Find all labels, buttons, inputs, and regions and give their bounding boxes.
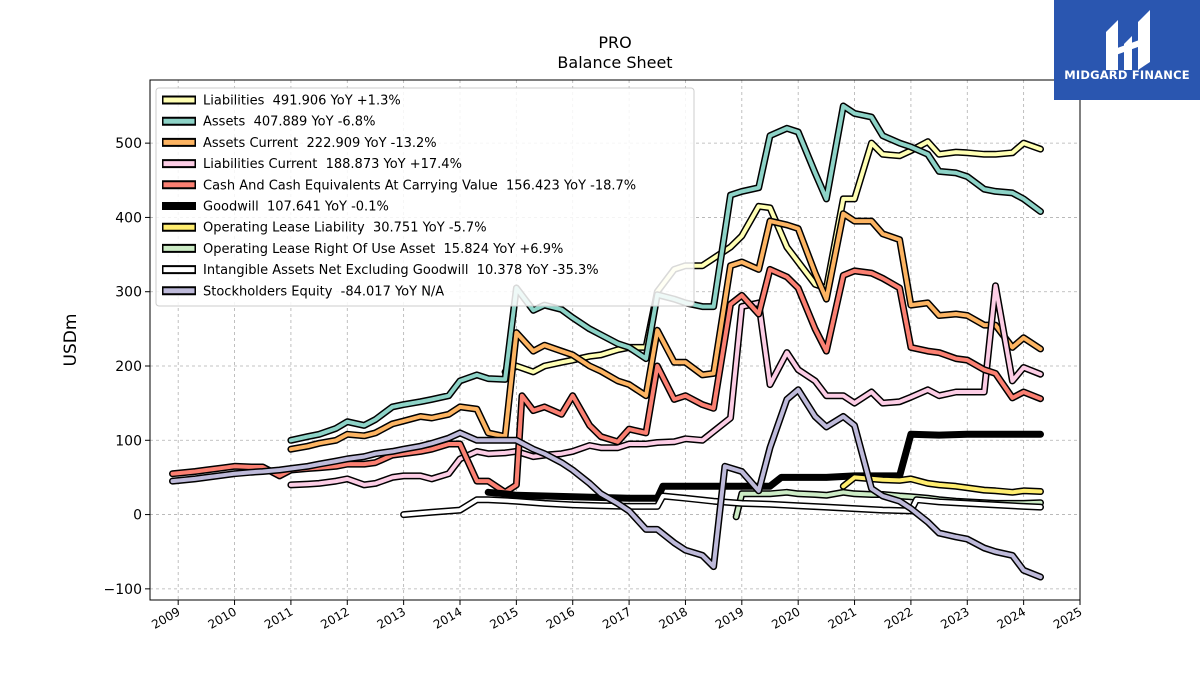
series-8	[400, 492, 1044, 519]
x-tick-label: 2023	[938, 604, 971, 631]
x-tick-label: 2018	[657, 604, 690, 631]
series-9	[169, 386, 1044, 581]
legend-box	[155, 87, 695, 307]
x-tick-label: 2020	[769, 604, 802, 631]
legend-item: Liabilities 491.906 YoY +1.3%	[162, 94, 401, 109]
legend-label: Cash And Cash Equivalents At Carrying Va…	[203, 178, 636, 193]
legend-label: Assets 407.889 YoY -6.8%	[203, 115, 375, 130]
y-tick-label: 100	[115, 433, 142, 449]
legend-label: Operating Lease Liability 30.751 YoY -5.…	[203, 221, 487, 236]
legend-item: Operating Lease Right Of Use Asset 15.82…	[162, 242, 563, 257]
legend-label: Operating Lease Right Of Use Asset 15.82…	[203, 242, 563, 257]
x-tick-label: 2011	[262, 604, 295, 631]
brand-name: MIDGARD FINANCE	[1064, 68, 1190, 82]
series-0	[501, 138, 1044, 376]
y-tick-label: 400	[115, 210, 142, 226]
x-tick-label: 2010	[206, 604, 239, 631]
y-tick-label: 500	[115, 136, 142, 152]
series-line	[503, 139, 1043, 374]
brand-logo: MIDGARD FINANCE	[1054, 0, 1200, 100]
legend-item: Cash And Cash Equivalents At Carrying Va…	[162, 178, 636, 193]
legend: Liabilities 491.906 YoY +1.3% Assets 407.…	[155, 87, 695, 307]
y-tick-label: 200	[115, 359, 142, 375]
x-tick-label: 2024	[995, 604, 1028, 631]
series-line	[841, 475, 1043, 495]
x-tick-label: 2017	[600, 604, 633, 631]
legend-item: Assets Current 222.909 YoY -13.2%	[162, 136, 437, 151]
series-line	[288, 211, 1043, 452]
y-tick-label: 300	[115, 285, 142, 301]
legend-label: Liabilities Current 188.873 YoY +17.4%	[203, 157, 462, 172]
series-3	[287, 282, 1044, 489]
logo-mark-icon	[1106, 10, 1150, 70]
x-tick-label: 2009	[149, 604, 182, 631]
x-tick-label: 2025	[1051, 604, 1084, 631]
series-line	[401, 494, 1043, 517]
plot-frame	[149, 79, 1081, 601]
legend-item: Operating Lease Liability 30.751 YoY -5.…	[162, 221, 487, 236]
legend-item: Goodwill 107.641 YoY -0.1%	[162, 200, 389, 215]
x-tick-label: 2012	[318, 604, 351, 631]
series-line	[170, 387, 1043, 579]
legend-label: Intangible Assets Net Excluding Goodwill…	[203, 263, 599, 278]
series-2	[287, 210, 1044, 453]
x-tick-label: 2013	[375, 604, 408, 631]
chart-subtitle: Balance Sheet	[557, 53, 673, 72]
series-line	[484, 430, 1044, 502]
series-6	[839, 473, 1044, 496]
legend-item: Assets 407.889 YoY -6.8%	[162, 115, 375, 130]
x-tick-label: 2021	[826, 604, 859, 631]
x-tick-label: 2022	[882, 604, 915, 631]
series-line	[170, 267, 1043, 495]
legend-label: Assets Current 222.909 YoY -13.2%	[203, 136, 437, 151]
x-tick-label: 2019	[713, 604, 746, 631]
y-axis-label: USDm	[61, 314, 81, 367]
legend-label: Goodwill 107.641 YoY -0.1%	[203, 200, 389, 215]
x-tick-label: 2016	[544, 604, 577, 631]
y-tick-label: 0	[133, 508, 142, 524]
y-tick-label: −100	[104, 582, 142, 598]
legend-label: Stockholders Equity -84.017 YoY N/A	[203, 284, 444, 299]
series-5	[484, 430, 1044, 502]
x-tick-label: 2014	[431, 604, 464, 631]
legend-item: Liabilities Current 188.873 YoY +17.4%	[162, 157, 462, 172]
x-tick-label: 2015	[487, 604, 520, 631]
series-line	[288, 283, 1043, 487]
legend-item: Stockholders Equity -84.017 YoY N/A	[162, 284, 444, 299]
legend-item: Intangible Assets Net Excluding Goodwill…	[162, 263, 599, 278]
series-4	[169, 265, 1044, 496]
chart-title: PRO	[598, 33, 632, 52]
legend-label: Liabilities 491.906 YoY +1.3%	[203, 94, 401, 109]
